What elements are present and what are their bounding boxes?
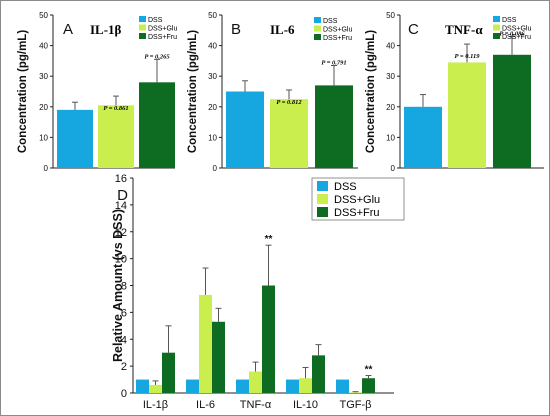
- panel-d-ytick-label: 16: [115, 173, 127, 185]
- panel-a-legend-swatch: [139, 25, 146, 31]
- panel-c-ytick-label: 30: [386, 72, 395, 81]
- panel-a-legend-label: DSS+Fru: [148, 34, 177, 41]
- panel-d-significance-marker: **: [365, 365, 373, 376]
- panel-a-pvalue: P = 0.265: [144, 53, 170, 60]
- panel-b-ytick-label: 40: [208, 42, 217, 51]
- panel-c-bar-dss-fru: [493, 55, 531, 168]
- panel-c-legend-swatch: [493, 33, 500, 39]
- panel-a-letter: A: [63, 21, 73, 38]
- panel-b-legend-label: DSS+Glu: [323, 27, 352, 34]
- panel-d-legend-label: DSS: [334, 181, 357, 193]
- panel-a-legend-label: DSS: [148, 17, 163, 24]
- panel-d-legend-swatch: [317, 181, 328, 191]
- panel-b-bar-dss-glu: [270, 99, 308, 168]
- panel-d-bar-dss-glu: [349, 392, 362, 393]
- panel-d-bar-dss-fru: [262, 286, 275, 394]
- panel-c-legend-swatch: [493, 25, 500, 31]
- panel-d-bar-dss: [336, 380, 349, 393]
- panel-c-legend-swatch: [493, 16, 500, 22]
- panel-d-bar-dss: [186, 380, 199, 393]
- panel-d-bar-dss-fru: [312, 355, 325, 393]
- panel-b-ytick-label: 30: [208, 72, 217, 81]
- panel-a-ytick-label: 20: [39, 103, 48, 112]
- panel-a-title: IL-1β: [90, 22, 122, 37]
- panel-d-bar-dss-glu: [149, 385, 162, 393]
- panel-d-bar-dss-fru: [362, 378, 375, 393]
- panel-c-ytick-label: 10: [386, 133, 395, 142]
- panel-a-ytick-label: 30: [39, 72, 48, 81]
- panel-d-category-label: IL-6: [196, 399, 215, 411]
- panel-a-bar-dss-fru: [139, 82, 175, 168]
- panel-b-legend-label: DSS: [323, 18, 338, 25]
- panel-c-ytick-label: 40: [386, 42, 395, 51]
- panel-d-bar-dss: [136, 380, 149, 393]
- panel-d-category-label: IL-1β: [143, 399, 168, 411]
- panel-a-legend-swatch: [139, 16, 146, 22]
- panel-a-ytick-label: 10: [39, 133, 48, 142]
- panel-c-legend-label: DSS: [502, 17, 517, 24]
- panel-d-bar-dss-glu: [299, 378, 312, 393]
- panel-a-bar-dss: [57, 110, 93, 168]
- panel-b-legend-swatch: [314, 26, 321, 32]
- panel-a-ytick-label: 50: [39, 11, 48, 20]
- panel-b-title: IL-6: [270, 22, 295, 37]
- panel-d-bar-dss: [286, 380, 299, 393]
- panel-b-ytick-label: 20: [208, 103, 217, 112]
- panel-a-ytick-label: 40: [39, 42, 48, 51]
- panel-c-ytick-label: 50: [386, 11, 395, 20]
- panel-d-bar-dss-glu: [249, 372, 262, 394]
- panel-b-legend-swatch: [314, 17, 321, 23]
- panel-b-bar-dss: [226, 92, 264, 169]
- panel-c-bar-dss: [404, 107, 442, 168]
- panel-d-bar-dss-fru: [212, 322, 225, 393]
- panel-d-category-label: TGF-β: [340, 399, 372, 411]
- panel-c-ylabel: Concentration (pg/mL): [365, 30, 377, 153]
- panel-d-legend-label: DSS+Fru: [334, 207, 380, 219]
- panel-c-letter: C: [408, 21, 419, 38]
- panel-a-ytick-label: 0: [44, 164, 49, 173]
- panel-c-title: TNF-α: [445, 22, 483, 37]
- panel-a-pvalue: P = 0.861: [103, 105, 128, 112]
- panel-b-pvalue: P = 0.791: [321, 59, 346, 66]
- panel-d-bar-dss-fru: [162, 353, 175, 393]
- panel-c-legend-label: DSS+Fru: [502, 34, 531, 41]
- panel-a-legend-swatch: [139, 33, 146, 39]
- panel-c-bar-dss-glu: [448, 62, 486, 168]
- panel-b-bar-dss-fru: [315, 85, 353, 168]
- panel-d-bar-dss: [236, 380, 249, 393]
- panel-d-bar-dss-glu: [199, 295, 212, 393]
- panel-b-legend-swatch: [314, 34, 321, 40]
- panel-a-ylabel: Concentration (pg/mL): [17, 30, 29, 153]
- panel-b-ytick-label: 50: [208, 11, 217, 20]
- panel-d-legend-swatch: [317, 207, 328, 217]
- panel-d-category-label: TNF-α: [240, 399, 272, 411]
- panel-a-bar-dss-glu: [98, 105, 134, 168]
- panel-b-ylabel: Concentration (pg/mL): [187, 30, 199, 153]
- panel-c-legend-label: DSS+Glu: [502, 26, 531, 33]
- panel-b-letter: B: [231, 21, 241, 38]
- panel-d-category-label: IL-10: [293, 399, 318, 411]
- panel-d-significance-marker: **: [265, 234, 273, 245]
- panel-c-pvalue: P = 0.119: [455, 53, 481, 60]
- panel-c-ytick-label: 20: [386, 103, 395, 112]
- panel-b-pvalue: P = 0.812: [276, 99, 302, 106]
- panel-b-ytick-label: 10: [208, 133, 217, 142]
- panel-c-ytick-label: 0: [391, 164, 396, 173]
- panel-d-ytick-label: 0: [121, 388, 127, 400]
- panel-b-ytick-label: 0: [213, 164, 218, 173]
- panel-b-legend-label: DSS+Fru: [323, 35, 352, 42]
- panel-d-letter: D: [117, 187, 128, 204]
- panel-a-legend-label: DSS+Glu: [148, 26, 177, 33]
- panel-d-ylabel: Relative Amount (vs DSS): [111, 209, 125, 362]
- panel-d-legend-swatch: [317, 194, 328, 204]
- panel-d-legend-label: DSS+Glu: [334, 194, 380, 206]
